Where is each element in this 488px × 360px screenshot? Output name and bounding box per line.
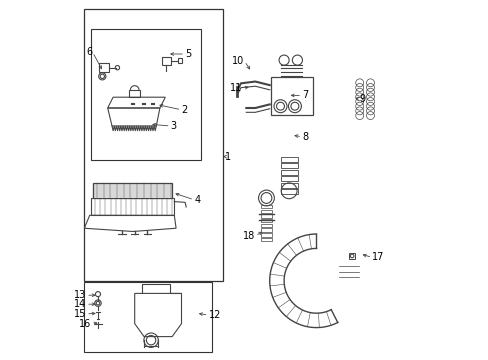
Text: 18: 18 [243, 231, 255, 241]
Bar [91, 29, 201, 160]
Text: 2: 2 [181, 105, 187, 115]
Bar [280, 163, 297, 168]
Bar [260, 224, 272, 227]
Bar [84, 282, 212, 352]
Bar [280, 176, 297, 181]
Bar [99, 63, 109, 72]
Text: 14: 14 [74, 299, 86, 309]
Text: 13: 13 [74, 290, 86, 300]
Text: 17: 17 [371, 252, 384, 262]
Bar [91, 198, 174, 215]
Bar [93, 183, 172, 198]
Text: 4: 4 [194, 195, 200, 205]
Bar [260, 205, 272, 208]
Bar [348, 253, 355, 259]
Bar [280, 157, 297, 162]
Text: 1: 1 [224, 152, 230, 162]
Text: 6: 6 [86, 47, 92, 57]
Bar [260, 214, 272, 218]
Bar [280, 189, 297, 194]
Bar [162, 57, 170, 65]
Text: 11: 11 [230, 83, 242, 93]
Bar [260, 219, 272, 222]
Bar [280, 183, 297, 188]
Text: 7: 7 [302, 90, 308, 100]
Bar [280, 170, 297, 175]
Bar [260, 233, 272, 237]
Text: 9: 9 [359, 94, 365, 104]
Text: 3: 3 [170, 121, 177, 131]
Bar [84, 9, 223, 281]
Bar [271, 77, 312, 115]
Text: 16: 16 [79, 319, 91, 329]
Text: 5: 5 [185, 49, 191, 59]
Text: 8: 8 [302, 132, 307, 142]
Bar [260, 238, 272, 241]
Text: 10: 10 [232, 56, 244, 66]
Text: 15: 15 [74, 309, 86, 319]
Text: 12: 12 [208, 310, 221, 320]
Bar [260, 228, 272, 232]
Bar [178, 58, 182, 63]
Bar [260, 210, 272, 213]
